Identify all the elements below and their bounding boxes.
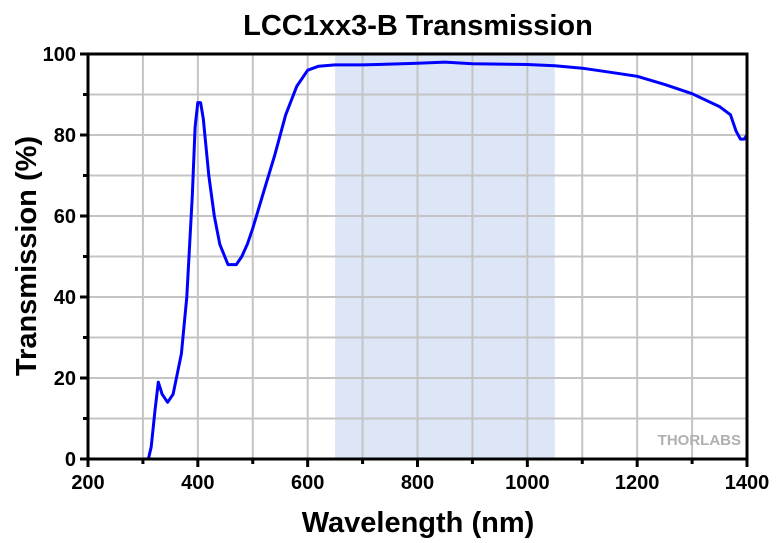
grid xyxy=(88,54,747,459)
x-tick-label: 200 xyxy=(71,472,104,494)
x-tick-label: 600 xyxy=(291,472,324,494)
x-tick-label: 1200 xyxy=(615,472,660,494)
y-tick-label: 20 xyxy=(54,368,76,390)
axis-ticks: 200 400 600 800 1000 1200 1400 0 20 40 60 80 100 xyxy=(43,44,770,494)
chart-title: LCC1xx3-B Transmission xyxy=(243,10,593,42)
x-tick-label: 1400 xyxy=(725,472,770,494)
thorlabs-watermark: THORLABS xyxy=(658,432,741,449)
x-axis-label: Wavelength (nm) xyxy=(302,507,535,539)
y-axis-label: Transmission (%) xyxy=(11,136,43,376)
y-tick-label: 40 xyxy=(54,287,76,309)
x-tick-label: 400 xyxy=(181,472,214,494)
y-tick-label: 100 xyxy=(43,44,76,66)
y-tick-label: 80 xyxy=(54,125,76,147)
x-tick-label: 1000 xyxy=(505,472,550,494)
y-tick-label: 0 xyxy=(65,449,76,471)
transmission-series-line xyxy=(146,60,749,460)
x-tick-label: 800 xyxy=(401,472,434,494)
y-tick-label: 60 xyxy=(54,206,76,228)
